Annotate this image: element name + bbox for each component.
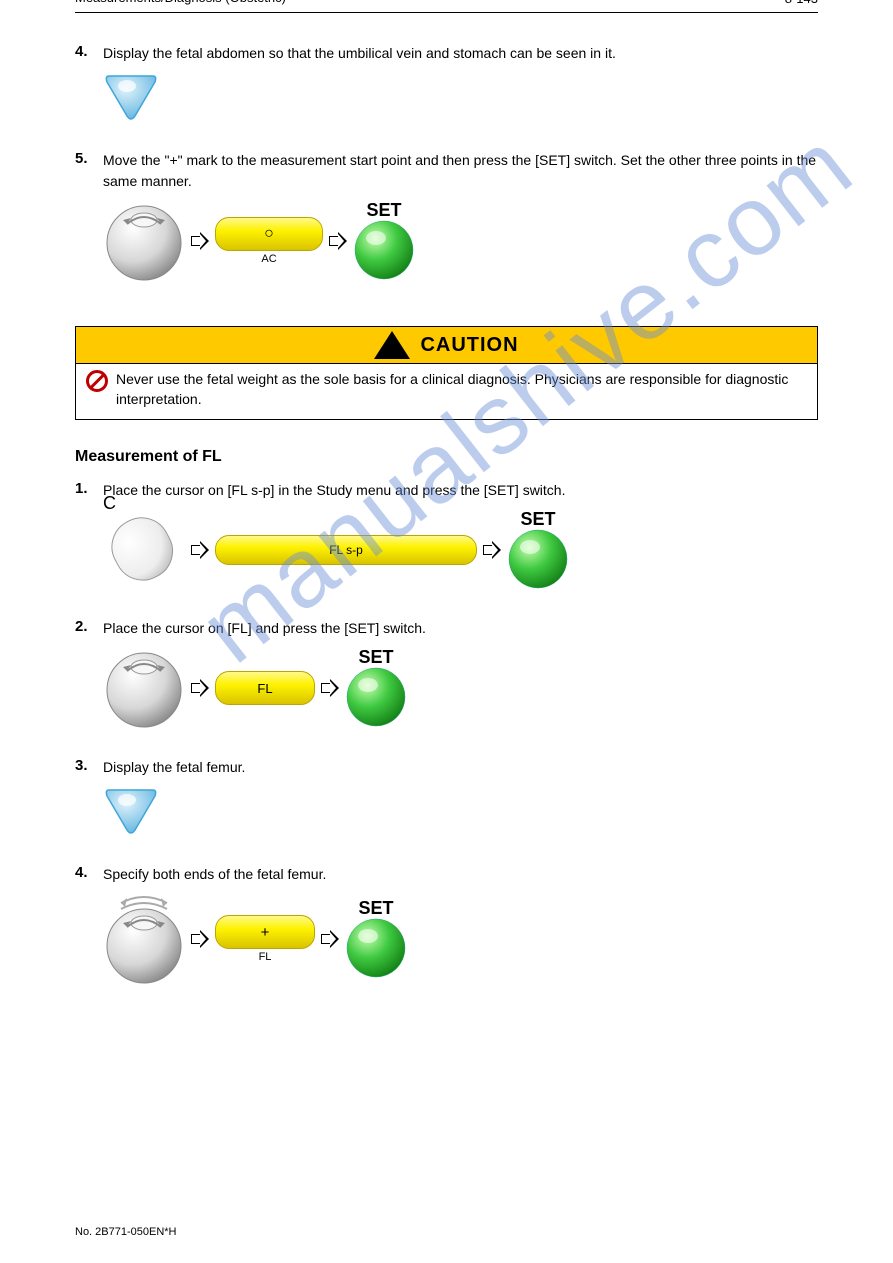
set-label: SET <box>520 510 555 528</box>
arrow-right-icon <box>191 679 209 697</box>
step-b4: 4. Specify both ends of the fetal femur. <box>75 864 818 1005</box>
step-text: Move the "+" mark to the measurement sta… <box>103 150 818 192</box>
c-glyph: C <box>103 493 116 514</box>
warning-triangle-icon <box>374 331 410 359</box>
step-num: 1. <box>75 480 103 497</box>
header-rule <box>75 12 818 13</box>
plus-glyph: + <box>261 924 270 941</box>
caution-text: Never use the fetal weight as the sole b… <box>116 370 807 409</box>
step-num: 4. <box>75 43 103 60</box>
arrow-right-icon <box>191 541 209 559</box>
ac-circle-button[interactable]: ○ <box>215 217 323 251</box>
fl-button[interactable]: FL <box>215 671 315 705</box>
arrow-right-icon <box>329 232 347 250</box>
plus-button[interactable]: + <box>215 915 315 949</box>
prohibit-icon <box>86 370 108 392</box>
caution-title: CAUTION <box>420 334 518 357</box>
set-label: SET <box>358 648 393 666</box>
step-num: 3. <box>75 757 103 774</box>
set-label: SET <box>366 201 401 219</box>
arrow-right-icon <box>321 930 339 948</box>
set-button[interactable] <box>353 219 415 281</box>
step-text: Specify both ends of the fetal femur. <box>103 864 818 885</box>
step-b3: 3. Display the fetal femur. <box>75 757 818 856</box>
step-num: 2. <box>75 618 103 635</box>
arrow-right-icon <box>191 930 209 948</box>
ac-label: AC <box>261 253 276 265</box>
step-text: Place the cursor on [FL s-p] in the Stud… <box>103 480 818 501</box>
set-button[interactable] <box>345 666 407 728</box>
step-num: 4. <box>75 864 103 881</box>
step-b2: 2. Place the cursor on [FL] and press th… <box>75 618 818 749</box>
step-text: Display the fetal abdomen so that the um… <box>103 43 818 64</box>
down-triangle-icon <box>103 72 159 122</box>
caution-box: CAUTION Never use the fetal weight as th… <box>75 326 818 420</box>
arrow-right-icon <box>321 679 339 697</box>
trackball-icon <box>103 200 185 282</box>
section-heading: Measurement of FL <box>75 448 818 466</box>
fl-sub-label: FL <box>259 951 272 963</box>
step-text: Place the cursor on [FL] and press the [… <box>103 618 818 639</box>
set-label: SET <box>358 899 393 917</box>
fl-label: FL <box>257 681 272 696</box>
set-button[interactable] <box>345 917 407 979</box>
step-text: Display the fetal femur. <box>103 757 818 778</box>
step-a5: 5. Move the "+" mark to the measurement … <box>75 150 818 302</box>
circle-glyph: ○ <box>264 225 274 243</box>
set-button[interactable] <box>507 528 569 590</box>
footer: No. 2B771-050EN*H <box>75 1226 177 1238</box>
soft-button-icon <box>103 509 185 587</box>
arrow-right-icon <box>483 541 501 559</box>
caution-header: CAUTION <box>76 327 817 364</box>
step-a4: 4. Display the fetal abdomen so that the… <box>75 43 818 142</box>
fl-sp-button[interactable]: FL s-p <box>215 535 477 565</box>
trackball-rotate-icon <box>103 893 185 985</box>
arrow-right-icon <box>191 232 209 250</box>
trackball-icon <box>103 647 185 729</box>
fl-sp-label: FL s-p <box>329 543 363 557</box>
step-b1: 1. Place the cursor on [FL s-p] in the S… <box>75 480 818 610</box>
down-triangle-icon <box>103 786 159 836</box>
step-num: 5. <box>75 150 103 167</box>
